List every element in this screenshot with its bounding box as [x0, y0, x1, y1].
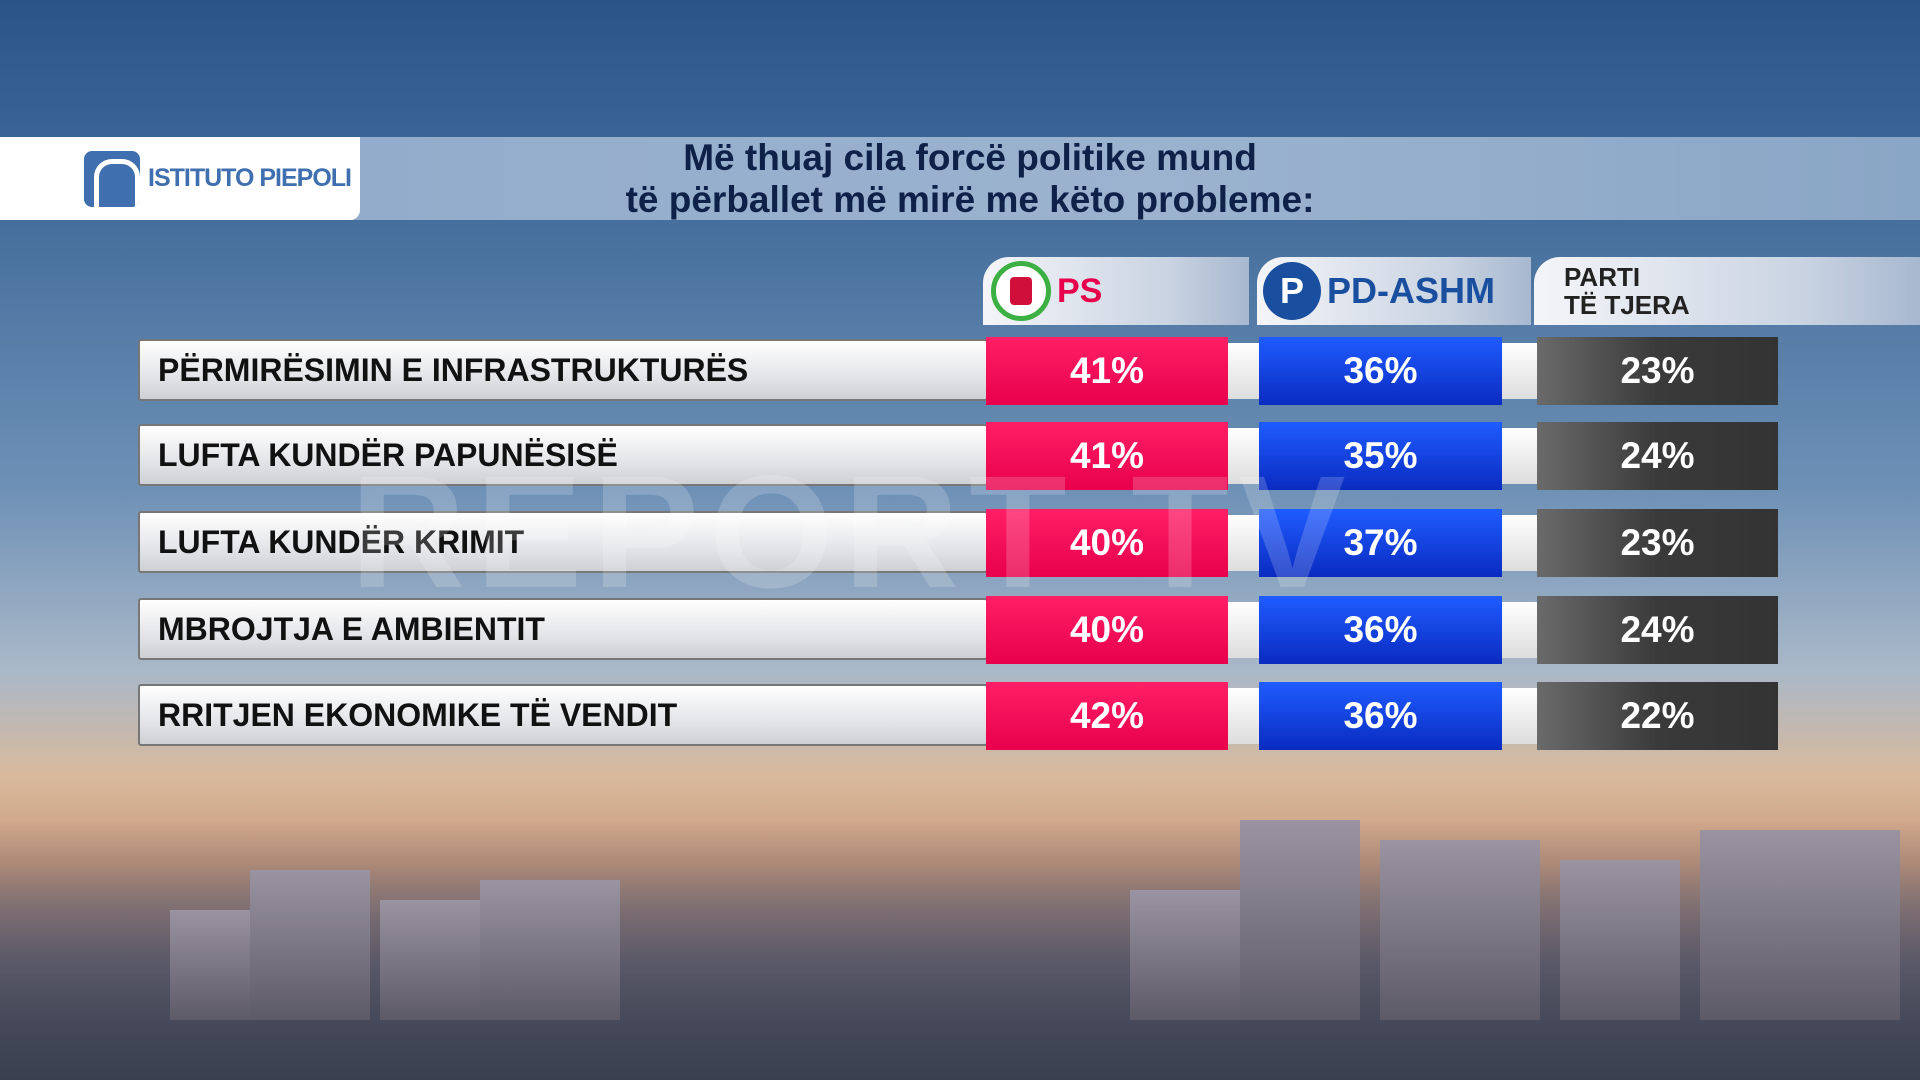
- pd-ashm-value: 37%: [1259, 509, 1502, 577]
- other-parties-value: 24%: [1537, 596, 1778, 664]
- issue-label: RRITJEN EKONOMIKE TË VENDIT: [138, 684, 988, 746]
- ps-value: 41%: [986, 337, 1228, 405]
- divider: [1228, 515, 1259, 571]
- divider: [1502, 688, 1537, 744]
- table-row: RRITJEN EKONOMIKE TË VENDIT 42% 36% 22%: [138, 682, 1778, 750]
- survey-question: Më thuaj cila forcë politike mund të për…: [400, 137, 1540, 220]
- pd-ashm-value: 36%: [1259, 337, 1502, 405]
- piepoli-logo-icon: [84, 150, 140, 207]
- divider: [1502, 428, 1537, 484]
- title-line-2: të përballet më mirë me këto probleme:: [625, 179, 1315, 220]
- divider: [1502, 515, 1537, 571]
- ps-value: 42%: [986, 682, 1228, 750]
- ps-value: 41%: [986, 422, 1228, 490]
- divider: [1502, 343, 1537, 399]
- table-row: PËRMIRËSIMIN E INFRASTRUKTURËS 41% 36% 2…: [138, 337, 1778, 405]
- pd-logo-icon: P: [1263, 262, 1321, 320]
- divider: [1228, 343, 1259, 399]
- issue-label: MBROJTJA E AMBIENTIT: [138, 598, 988, 660]
- title-line-1: Më thuaj cila forcë politike mund: [683, 137, 1257, 178]
- divider: [1228, 428, 1259, 484]
- ps-label: PS: [1057, 271, 1103, 310]
- divider: [1228, 602, 1259, 658]
- pd-ashm-value: 36%: [1259, 596, 1502, 664]
- pd-ashm-label: PD-ASHM: [1327, 270, 1495, 311]
- ps-value: 40%: [986, 596, 1228, 664]
- divider: [1228, 688, 1259, 744]
- logo-text: ISTITUTO PIEPOLI: [148, 164, 352, 192]
- istituto-piepoli-logo: ISTITUTO PIEPOLI: [0, 137, 360, 220]
- issue-label: LUFTA KUNDËR PAPUNËSISË: [138, 424, 988, 486]
- city-background: [0, 820, 1920, 1080]
- other-label-2: TË TJERA: [1564, 290, 1690, 320]
- other-parties-value: 24%: [1537, 422, 1778, 490]
- ps-value: 40%: [986, 509, 1228, 577]
- other-parties-value: 22%: [1537, 682, 1778, 750]
- pd-ashm-value: 36%: [1259, 682, 1502, 750]
- pd-ashm-value: 35%: [1259, 422, 1502, 490]
- other-parties-value: 23%: [1537, 509, 1778, 577]
- table-row: LUFTA KUNDËR KRIMIT 40% 37% 23%: [138, 509, 1778, 577]
- table-row: LUFTA KUNDËR PAPUNËSISË 41% 35% 24%: [138, 422, 1778, 490]
- column-header-pd-ashm: P PD-ASHM: [1257, 257, 1531, 325]
- divider: [1502, 602, 1537, 658]
- ps-logo-icon: [991, 261, 1051, 321]
- column-header-ps: PS: [983, 257, 1249, 325]
- other-parties-value: 23%: [1537, 337, 1778, 405]
- column-header-other-parties: PARTI TË TJERA: [1534, 257, 1920, 325]
- other-label-1: PARTI: [1564, 262, 1641, 292]
- table-row: MBROJTJA E AMBIENTIT 40% 36% 24%: [138, 596, 1778, 664]
- issue-label: PËRMIRËSIMIN E INFRASTRUKTURËS: [138, 339, 988, 401]
- issue-label: LUFTA KUNDËR KRIMIT: [138, 511, 988, 573]
